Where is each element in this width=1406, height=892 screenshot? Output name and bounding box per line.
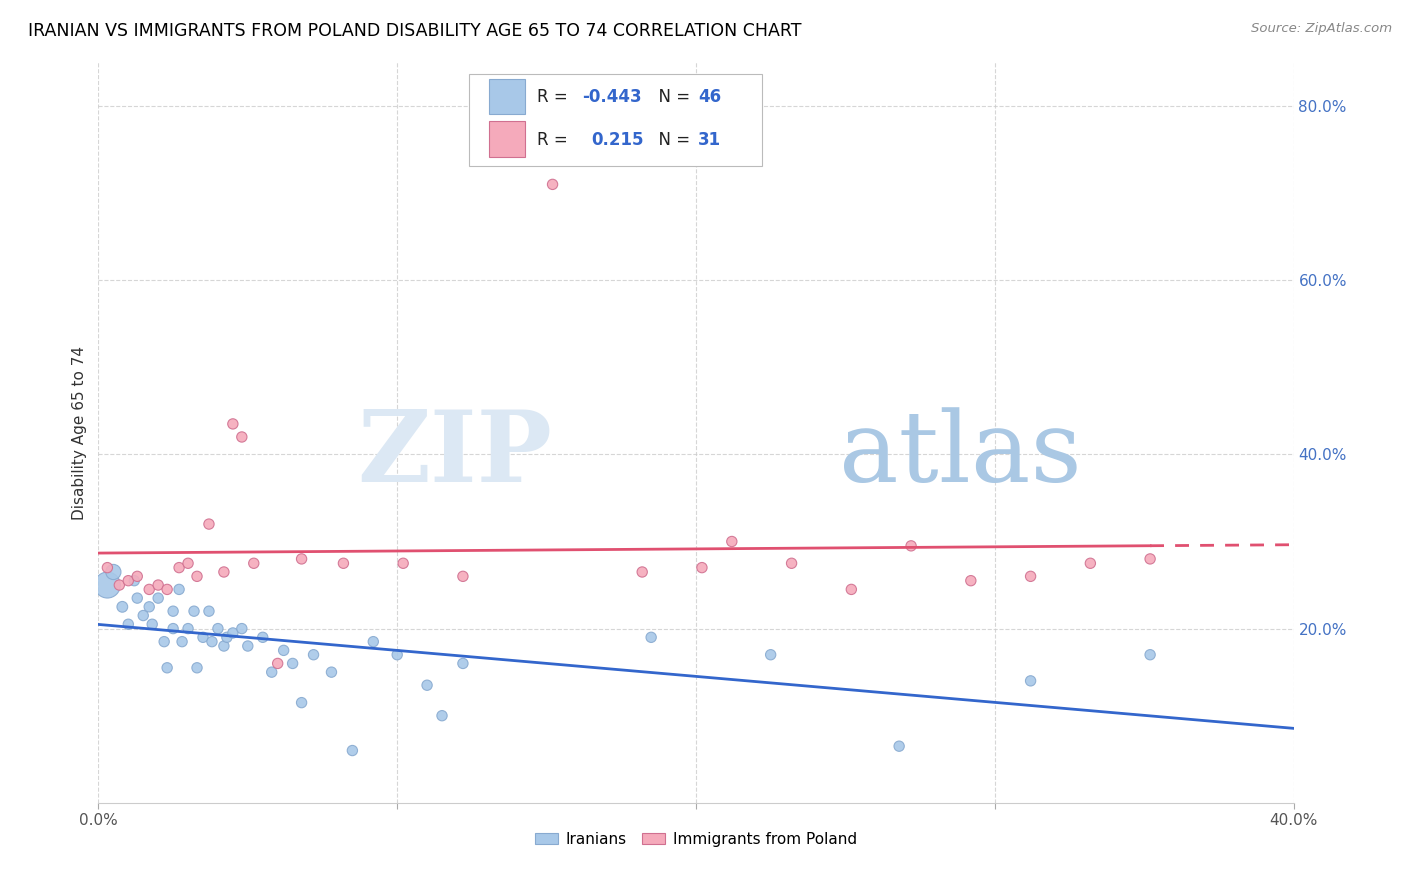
Point [177, 622, 200, 636]
Point [451, 657, 474, 671]
Point [302, 648, 325, 662]
Point [273, 643, 295, 657]
Point [141, 617, 163, 632]
Point [96, 560, 118, 574]
Point [117, 574, 139, 588]
Text: 46: 46 [699, 88, 721, 106]
Point [222, 626, 245, 640]
Text: 0.215: 0.215 [591, 131, 644, 149]
Point [132, 608, 155, 623]
Point [392, 556, 415, 570]
FancyBboxPatch shape [470, 73, 762, 166]
Text: N =: N = [648, 131, 696, 149]
Point [243, 556, 266, 570]
Point [332, 556, 354, 570]
Point [162, 604, 184, 618]
Text: atlas: atlas [839, 407, 1083, 503]
Point [759, 648, 782, 662]
Text: R =: R = [537, 88, 574, 106]
FancyBboxPatch shape [489, 121, 524, 157]
Point [236, 639, 259, 653]
Point [198, 604, 221, 618]
Point [291, 552, 314, 566]
Point [960, 574, 983, 588]
Text: 31: 31 [699, 131, 721, 149]
Point [201, 634, 224, 648]
FancyBboxPatch shape [489, 78, 524, 114]
Point [1019, 673, 1042, 688]
Point [342, 743, 364, 757]
Point [215, 630, 238, 644]
Point [127, 591, 149, 606]
Point [416, 678, 439, 692]
Point [167, 582, 190, 597]
Point [321, 665, 343, 680]
Point [207, 622, 229, 636]
Point [167, 560, 190, 574]
Point [260, 665, 283, 680]
Point [281, 657, 304, 671]
Point [385, 648, 409, 662]
Point [212, 565, 235, 579]
Text: IRANIAN VS IMMIGRANTS FROM POLAND DISABILITY AGE 65 TO 74 CORRELATION CHART: IRANIAN VS IMMIGRANTS FROM POLAND DISABI… [28, 22, 801, 40]
Point [231, 430, 253, 444]
Text: N =: N = [648, 88, 696, 106]
Point [541, 178, 564, 192]
Text: Source: ZipAtlas.com: Source: ZipAtlas.com [1251, 22, 1392, 36]
Point [231, 622, 253, 636]
Point [1139, 648, 1161, 662]
Point [162, 622, 184, 636]
Point [267, 657, 290, 671]
Point [291, 696, 314, 710]
Point [103, 565, 125, 579]
Y-axis label: Disability Age 65 to 74: Disability Age 65 to 74 [72, 345, 87, 520]
Point [889, 739, 911, 754]
Point [117, 617, 139, 632]
Text: R =: R = [537, 131, 574, 149]
Point [156, 582, 179, 597]
Point [191, 630, 214, 644]
Point [148, 578, 170, 592]
Point [363, 634, 385, 648]
Text: -0.443: -0.443 [582, 88, 643, 106]
Point [153, 634, 176, 648]
Point [1139, 552, 1161, 566]
Legend: Iranians, Immigrants from Poland: Iranians, Immigrants from Poland [536, 832, 856, 847]
Point [111, 599, 134, 614]
Point [138, 599, 160, 614]
Point [124, 574, 146, 588]
Point [148, 591, 170, 606]
Point [780, 556, 803, 570]
Point [96, 578, 118, 592]
Point [222, 417, 245, 431]
Text: ZIP: ZIP [357, 407, 553, 503]
Point [252, 630, 274, 644]
Point [841, 582, 863, 597]
Point [640, 630, 662, 644]
Point [108, 578, 131, 592]
Point [721, 534, 744, 549]
Point [631, 565, 654, 579]
Point [900, 539, 922, 553]
Point [183, 604, 205, 618]
Point [451, 569, 474, 583]
Point [430, 708, 453, 723]
Point [156, 661, 179, 675]
Point [198, 517, 221, 532]
Point [172, 634, 194, 648]
Point [186, 661, 208, 675]
Point [690, 560, 713, 574]
Point [127, 569, 149, 583]
Point [1019, 569, 1042, 583]
Point [186, 569, 208, 583]
Point [212, 639, 235, 653]
Point [177, 556, 200, 570]
Point [1080, 556, 1102, 570]
Point [138, 582, 160, 597]
